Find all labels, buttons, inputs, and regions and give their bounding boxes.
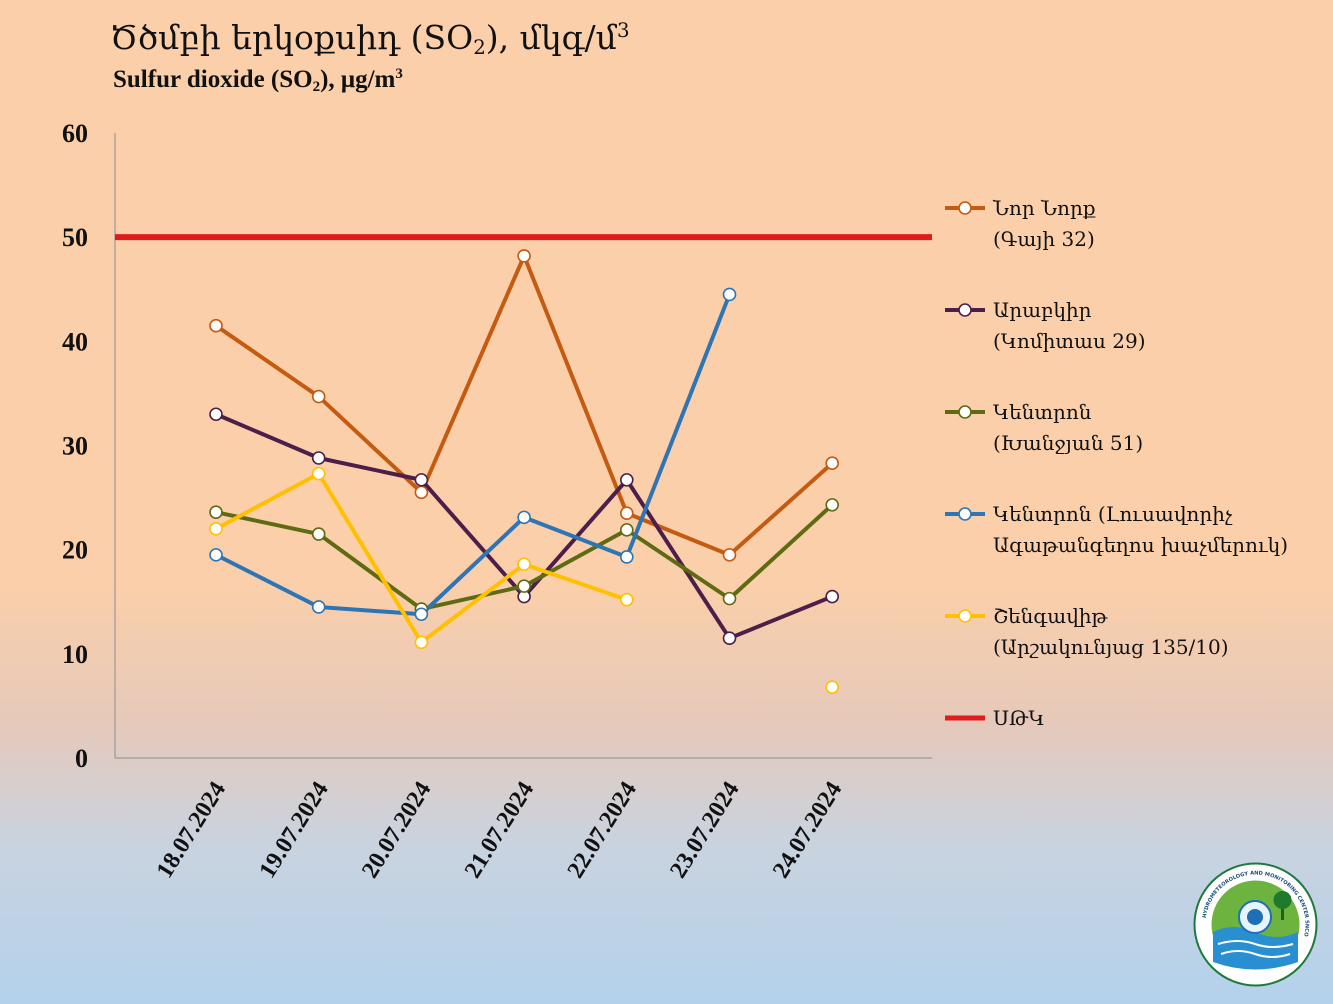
legend-label: Կենտրոն (Լուսավորիչ: [993, 502, 1233, 526]
data-point: [414, 607, 429, 622]
data-point: [619, 523, 634, 537]
data-point: [825, 498, 840, 512]
data-point: [722, 591, 737, 606]
legend-label-line2: Ագաթանգեղոս խաչմերուկ): [993, 533, 1288, 557]
data-point: [311, 389, 326, 404]
legend-label: Նոր Նորք: [992, 196, 1096, 220]
data-point: [825, 589, 840, 604]
series-line: [215, 293, 732, 617]
x-tick-label: 24.07.2024: [768, 777, 847, 882]
x-tick-label: 23.07.2024: [665, 777, 744, 882]
y-tick-label: 50: [62, 223, 88, 252]
legend-marker: [958, 405, 972, 419]
data-point: [311, 600, 326, 614]
data-point: [414, 485, 429, 500]
data-point: [209, 318, 223, 333]
data-point: [619, 506, 634, 521]
data-point: [311, 527, 326, 541]
legend-label-line2: (Խանջյան 51): [993, 431, 1143, 455]
y-tick-label: 20: [62, 536, 88, 565]
legend-label-line2: (Կոմիտաս 29): [993, 329, 1146, 353]
legend-marker: [958, 609, 972, 623]
data-point: [517, 579, 531, 593]
legend-label-line2: (Գայի 32): [993, 227, 1095, 251]
legend-marker: [958, 201, 972, 215]
y-tick-label: 0: [75, 744, 88, 773]
chart-subtitle: Sulfur dioxide (SO2), μg/m3: [113, 66, 403, 95]
data-point: [825, 456, 840, 471]
data-point: [722, 548, 737, 562]
legend-label-line2: (Արշակունյաց 135/10): [993, 635, 1229, 659]
data-point: [311, 451, 326, 465]
data-point: [209, 522, 223, 536]
x-tick-label: 21.07.2024: [460, 777, 539, 882]
data-point: [619, 473, 634, 487]
hydromet-center-seal-icon: HYDROMETEOROLOGY AND MONITORING CENTER S…: [1193, 862, 1318, 987]
legend-marker: [958, 507, 972, 521]
data-point: [209, 505, 223, 519]
data-point: [209, 548, 223, 562]
legend-marker: [958, 303, 972, 317]
x-tick-label: 19.07.2024: [255, 777, 334, 882]
data-point: [414, 635, 429, 650]
x-tick-label: 18.07.2024: [152, 777, 231, 882]
data-point: [722, 631, 737, 646]
data-point: [209, 407, 223, 422]
legend-label: Կենտրոն: [993, 400, 1092, 424]
legend-label: Շենգավիթ: [993, 604, 1109, 628]
x-tick-label: 22.07.2024: [563, 777, 642, 882]
legend-threshold-label: ՍԹԿ: [993, 706, 1044, 730]
y-tick-label: 30: [62, 432, 88, 461]
data-point: [619, 550, 634, 564]
series-line: [215, 412, 833, 641]
data-point: [517, 557, 531, 572]
y-tick-label: 60: [62, 119, 88, 148]
data-point: [517, 249, 531, 263]
x-tick-label: 20.07.2024: [357, 777, 436, 882]
series-line: [214, 253, 834, 557]
y-tick-label: 40: [62, 327, 88, 356]
chart-title: Ծծմբի երկօքսիդ (SO2), մկգ/մ3: [110, 18, 630, 59]
data-point: [311, 466, 326, 481]
data-point: [619, 592, 634, 607]
y-tick-label: 10: [62, 640, 88, 669]
data-point: [722, 287, 737, 302]
data-point: [825, 680, 840, 694]
data-point: [414, 473, 429, 487]
legend-label: Արաբկիր: [993, 298, 1092, 322]
data-point: [517, 510, 531, 525]
